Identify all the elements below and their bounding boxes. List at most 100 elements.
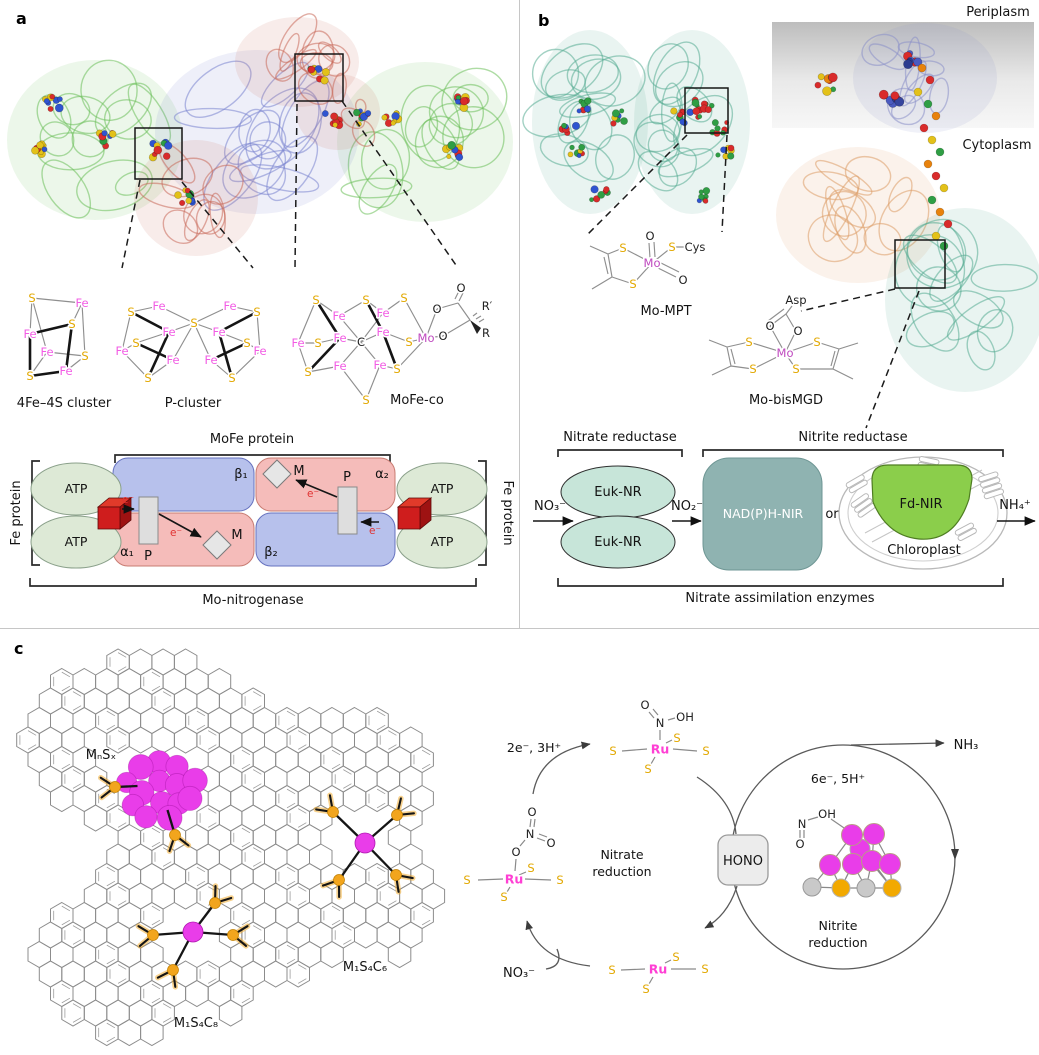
panel-c-label: c [14,639,23,658]
atom-label-ru: Ru [649,962,668,977]
label-cytoplasm: Cytoplasm [962,138,1031,153]
hono-box [717,834,769,886]
atom-label-fe: Fe [115,344,128,358]
atom-label-s: S [672,950,679,964]
atom-label-fe: Fe [333,331,346,345]
label-beta2: β₂ [264,545,278,560]
atom-label-fe: Fe [332,309,345,323]
label-p-right: P [343,470,351,485]
atom-label-mo: Mo [644,256,661,270]
atom-label-o: O [793,324,802,338]
ru-complex-nitrate: Ru S S S S O N O O [462,803,566,905]
zoom-box-mo-bismgd [894,239,946,289]
atom-label-s: S [400,291,407,305]
label-fe-protein-left: Fe protein [9,480,24,545]
label-p-cluster: P-cluster [165,396,222,411]
zoom-box-mofeco [294,53,344,102]
arc-to-hono [696,776,737,835]
arc-from-hono [704,885,738,929]
panel-a-label: a [16,9,27,28]
atom-label-fe: Fe [40,345,53,359]
atom-label-s: S [745,335,752,349]
metal-sulfur-sites [97,750,417,990]
structure-4fe4s-cluster: S Fe Fe S Fe S S Fe 4Fe–4S cluster [17,289,112,411]
label-nh3: NH₃ [954,738,979,753]
arc-to-nitrate-complex [525,920,591,967]
label-mo-nitrogenase: Mo-nitrogenase [202,593,303,608]
atom-label-fe: Fe [291,336,304,350]
atom-label-s: S [304,365,311,379]
panel-divider-horizontal [0,628,1039,629]
label-2e-3h: 2e⁻, 3H⁺ [507,740,561,755]
wedge-bond-r [470,320,481,334]
atom-label-s: S [673,731,680,745]
zoom-boxes-b [587,87,946,429]
label-p-left: P [144,549,152,564]
atom-label-s: S [463,873,470,887]
atom-label-s: S [190,316,197,330]
label-atp: ATP [431,534,454,549]
atom-label-n: N [526,827,535,841]
atom-label-r: R [482,326,490,340]
zoom-box-mo-mpt [684,87,729,134]
panel-b-label: b [538,11,549,30]
label-nitrite-reduction-1: Nitrite [819,918,858,933]
label-chloroplast: Chloroplast [887,543,961,558]
m-cluster-diamond-right [262,459,292,489]
label-m-left: M [231,528,242,543]
atom-label-s: S [813,335,820,349]
protein-ribbons-nitrogenase [7,13,513,256]
label-electron: e⁻ [170,527,182,539]
p-cluster-bar-left [138,496,159,545]
cluster-sphere-m [861,850,883,872]
atom-label-s: S [527,861,534,875]
cluster-sphere-m [841,824,863,846]
label-atp: ATP [431,481,454,496]
schematic-mo-nitrogenase: MoFe protein Fe protein Fe protein β₁ α₂… [9,432,515,608]
atom-label-mo: Mo [777,346,794,360]
cluster-sphere-m [819,854,841,876]
label-periplasm: Periplasm [966,5,1030,20]
nitrite-cluster: N OH O [794,805,902,898]
label-mnsx-site: MₙSₓ [86,748,117,763]
label-euk-nr: Euk-NR [594,485,641,500]
schematic-nitrate-assimilation: Nitrate reductase Nitrite reductase Euk-… [533,430,1036,606]
atom-label-fe: Fe [223,299,236,313]
atom-label-o: O [438,329,447,343]
cofactor-spheres-nitrate-reductase [558,50,953,251]
cluster-sphere-m [863,823,885,845]
panel-b: b Periplasm Cytoplasm S S Mo O S Cys O M… [522,5,1039,606]
euk-nr-lobe [560,515,676,569]
label-fe-protein-right: Fe protein [500,480,515,545]
bracket-fe-protein-right [478,460,487,566]
label-electron: e⁻ [122,494,134,506]
cluster-sphere-s [831,878,851,898]
zoom-dashed-lines-b [587,134,920,429]
atom-label-fe: Fe [23,327,36,341]
label-m-right: M [293,464,304,479]
atom-label-s: S [68,317,75,331]
atom-label-mo: Mo [418,331,435,345]
atom-label-s: S [749,362,756,376]
arrow-nh3 [850,739,945,748]
atom-label-n: N [798,817,807,831]
structure-mofe-co: S S S Fe Fe Fe S Fe C Fe S Mo Fe Fe S S … [290,279,494,408]
atom-label-fe: Fe [204,353,217,367]
atp-lobe [30,462,122,516]
atom-label-ru: Ru [505,872,524,887]
atom-label-s: S [792,362,799,376]
atom-label-asp: Asp [785,293,806,307]
label-m1s4c8-site: M₁S₄C₈ [174,1016,218,1031]
fe4s4-cube-icon-right [396,497,433,530]
atom-label-o: O [678,273,687,287]
atom-label-r-prime: R′ [482,299,493,313]
label-mo-mpt: Mo-MPT [640,304,691,319]
label-no3-cycle: NO₃⁻ [503,966,535,981]
electron-transfer-arrows [122,479,379,538]
structure-mo-mpt: S S Mo O S Cys O Mo-MPT [589,227,707,319]
label-mofe-protein: MoFe protein [210,432,294,447]
label-nitrite-reductase: Nitrite reductase [798,430,907,445]
bracket-nitrate-assimilation [557,578,1004,587]
atom-label-o: O [456,281,465,295]
cycle-arrowhead [951,849,959,860]
